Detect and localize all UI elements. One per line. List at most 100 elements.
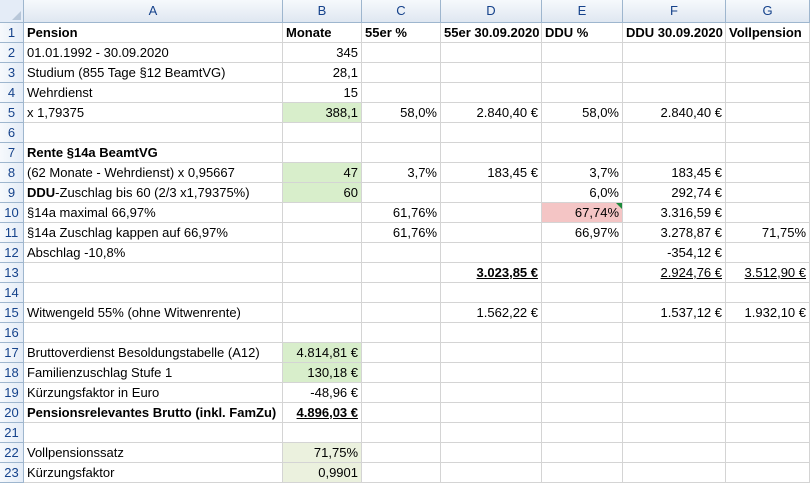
cell-A5[interactable]: x 1,79375 (24, 103, 283, 123)
row-header-8[interactable]: 8 (0, 163, 24, 183)
cell-B21[interactable] (283, 423, 362, 443)
cell-A13[interactable] (24, 263, 283, 283)
cell-G10[interactable] (726, 203, 810, 223)
row-header-23[interactable]: 23 (0, 463, 24, 483)
cell-B11[interactable] (283, 223, 362, 243)
row-header-2[interactable]: 2 (0, 43, 24, 63)
cell-C23[interactable] (362, 463, 441, 483)
cell-A4[interactable]: Wehrdienst (24, 83, 283, 103)
cell-A8[interactable]: (62 Monate - Wehrdienst) x 0,95667 (24, 163, 283, 183)
cell-C19[interactable] (362, 383, 441, 403)
row-header-21[interactable]: 21 (0, 423, 24, 443)
cell-E4[interactable] (542, 83, 623, 103)
cell-E16[interactable] (542, 323, 623, 343)
column-header-E[interactable]: E (542, 0, 623, 23)
cell-C8[interactable]: 3,7% (362, 163, 441, 183)
cell-A17[interactable]: Bruttoverdienst Besoldungstabelle (A12) (24, 343, 283, 363)
row-header-5[interactable]: 5 (0, 103, 24, 123)
cell-C2[interactable] (362, 43, 441, 63)
cell-G3[interactable] (726, 63, 810, 83)
row-header-4[interactable]: 4 (0, 83, 24, 103)
cell-D22[interactable] (441, 443, 542, 463)
cell-E19[interactable] (542, 383, 623, 403)
column-header-F[interactable]: F (623, 0, 726, 23)
cell-A9[interactable]: DDU-Zuschlag bis 60 (2/3 x1,79375%) (24, 183, 283, 203)
cell-E1[interactable]: DDU % (542, 23, 623, 43)
cell-G13[interactable]: 3.512,90 € (726, 263, 810, 283)
cell-B2[interactable]: 345 (283, 43, 362, 63)
cell-G8[interactable] (726, 163, 810, 183)
row-header-18[interactable]: 18 (0, 363, 24, 383)
cell-F12[interactable]: -354,12 € (623, 243, 726, 263)
cell-D15[interactable]: 1.562,22 € (441, 303, 542, 323)
cell-E7[interactable] (542, 143, 623, 163)
cell-C4[interactable] (362, 83, 441, 103)
cell-E2[interactable] (542, 43, 623, 63)
cell-G23[interactable] (726, 463, 810, 483)
cell-C20[interactable] (362, 403, 441, 423)
cell-G19[interactable] (726, 383, 810, 403)
cell-B5[interactable]: 388,1 (283, 103, 362, 123)
cell-C22[interactable] (362, 443, 441, 463)
row-header-19[interactable]: 19 (0, 383, 24, 403)
cell-E13[interactable] (542, 263, 623, 283)
cell-D14[interactable] (441, 283, 542, 303)
cell-G17[interactable] (726, 343, 810, 363)
cell-A19[interactable]: Kürzungsfaktor in Euro (24, 383, 283, 403)
cell-D10[interactable] (441, 203, 542, 223)
cell-B3[interactable]: 28,1 (283, 63, 362, 83)
cell-C6[interactable] (362, 123, 441, 143)
cell-E17[interactable] (542, 343, 623, 363)
cell-B14[interactable] (283, 283, 362, 303)
cell-C1[interactable]: 55er % (362, 23, 441, 43)
cell-A7[interactable]: Rente §14a BeamtVG (24, 143, 283, 163)
cell-A12[interactable]: Abschlag -10,8% (24, 243, 283, 263)
row-header-9[interactable]: 9 (0, 183, 24, 203)
cell-A16[interactable] (24, 323, 283, 343)
cell-A14[interactable] (24, 283, 283, 303)
cell-G14[interactable] (726, 283, 810, 303)
cell-B15[interactable] (283, 303, 362, 323)
cell-A6[interactable] (24, 123, 283, 143)
cell-F1[interactable]: DDU 30.09.2020 (623, 23, 726, 43)
cell-D5[interactable]: 2.840,40 € (441, 103, 542, 123)
cell-E18[interactable] (542, 363, 623, 383)
cell-C17[interactable] (362, 343, 441, 363)
cell-F19[interactable] (623, 383, 726, 403)
cell-G11[interactable]: 71,75% (726, 223, 810, 243)
cell-C9[interactable] (362, 183, 441, 203)
cell-A10[interactable]: §14a maximal 66,97% (24, 203, 283, 223)
cell-D7[interactable] (441, 143, 542, 163)
cell-D20[interactable] (441, 403, 542, 423)
cell-E6[interactable] (542, 123, 623, 143)
row-header-11[interactable]: 11 (0, 223, 24, 243)
cell-G9[interactable] (726, 183, 810, 203)
cell-D12[interactable] (441, 243, 542, 263)
cell-D23[interactable] (441, 463, 542, 483)
cell-G5[interactable] (726, 103, 810, 123)
cell-D3[interactable] (441, 63, 542, 83)
cell-F6[interactable] (623, 123, 726, 143)
row-header-7[interactable]: 7 (0, 143, 24, 163)
column-header-B[interactable]: B (283, 0, 362, 23)
cell-G7[interactable] (726, 143, 810, 163)
cell-E9[interactable]: 6,0% (542, 183, 623, 203)
cell-A22[interactable]: Vollpensionssatz (24, 443, 283, 463)
cell-C21[interactable] (362, 423, 441, 443)
cell-C15[interactable] (362, 303, 441, 323)
cell-G20[interactable] (726, 403, 810, 423)
cell-A18[interactable]: Familienzuschlag Stufe 1 (24, 363, 283, 383)
cell-F3[interactable] (623, 63, 726, 83)
cell-F11[interactable]: 3.278,87 € (623, 223, 726, 243)
cell-B7[interactable] (283, 143, 362, 163)
cell-C14[interactable] (362, 283, 441, 303)
cell-D4[interactable] (441, 83, 542, 103)
cell-G12[interactable] (726, 243, 810, 263)
cell-F15[interactable]: 1.537,12 € (623, 303, 726, 323)
cell-G15[interactable]: 1.932,10 € (726, 303, 810, 323)
cell-D6[interactable] (441, 123, 542, 143)
cell-B6[interactable] (283, 123, 362, 143)
cell-C7[interactable] (362, 143, 441, 163)
cell-E5[interactable]: 58,0% (542, 103, 623, 123)
